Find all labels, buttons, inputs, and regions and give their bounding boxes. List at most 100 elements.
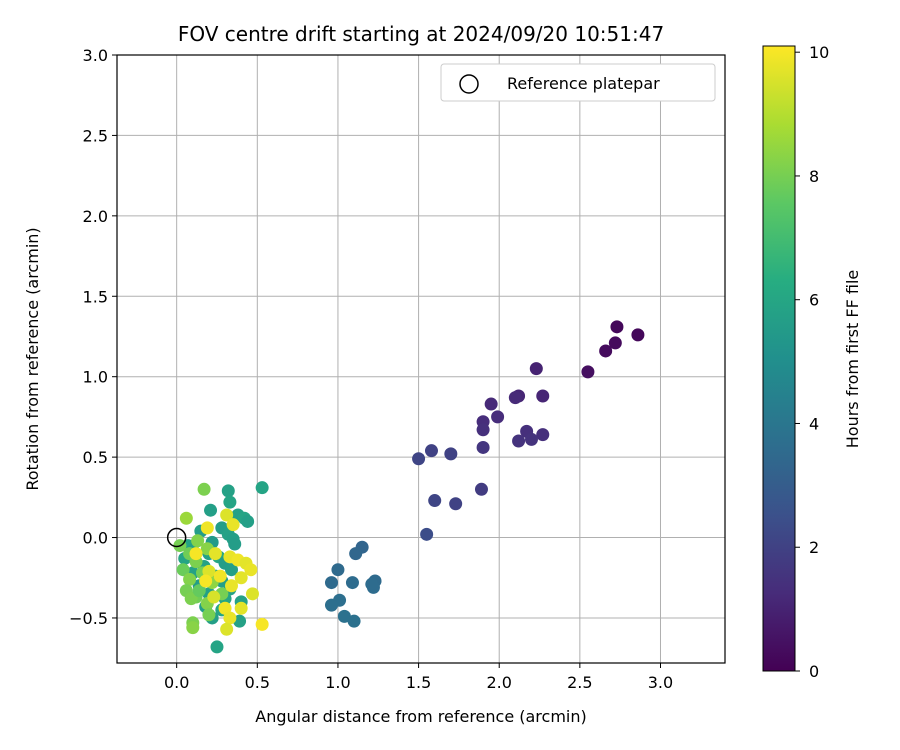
y-tick-label: 2.5	[83, 126, 108, 145]
data-point	[176, 563, 190, 577]
data-points	[173, 320, 645, 654]
data-point	[189, 547, 203, 561]
data-point	[536, 428, 550, 442]
data-point	[347, 614, 361, 628]
data-point	[241, 514, 255, 528]
colorbar-tick-label: 4	[809, 414, 819, 433]
x-tick-label: 1.0	[325, 673, 350, 692]
data-point	[244, 563, 258, 577]
data-point	[245, 587, 259, 601]
colorbar-tick-label: 0	[809, 662, 819, 681]
legend: Reference platepar	[440, 63, 716, 102]
x-tick-label: 0.0	[164, 673, 189, 692]
data-point	[183, 572, 197, 586]
data-point	[444, 447, 458, 461]
data-point	[208, 547, 222, 561]
data-point	[210, 640, 224, 654]
data-point	[207, 590, 221, 604]
data-point	[366, 580, 380, 594]
x-tick-label: 2.0	[486, 673, 511, 692]
y-tick-label: 0.5	[83, 448, 108, 467]
data-point	[225, 563, 239, 577]
data-point	[324, 576, 338, 590]
data-point	[529, 362, 543, 376]
y-axis-label: Rotation from reference (arcmin)	[23, 227, 42, 490]
colorbar-tick-label: 2	[809, 538, 819, 557]
data-point	[474, 482, 488, 496]
data-point	[218, 601, 232, 615]
colorbar-tick-label: 10	[809, 43, 829, 62]
colorbar-tick-label: 8	[809, 167, 819, 186]
data-point	[226, 518, 240, 532]
data-point	[223, 495, 237, 509]
data-point	[197, 482, 211, 496]
data-point	[512, 434, 526, 448]
data-point	[599, 344, 613, 358]
data-point	[221, 484, 235, 498]
data-point	[484, 397, 498, 411]
data-point	[255, 481, 269, 495]
x-axis-ticks: 0.0 0.5 1.0 1.5 2.0 2.5 3.0	[164, 663, 673, 692]
data-point	[337, 609, 351, 623]
data-point	[202, 608, 216, 622]
y-axis-ticks: −0.5 0.0 0.5 1.0 1.5 2.0 2.5 3.0	[69, 46, 117, 628]
data-point	[179, 511, 193, 525]
data-point	[476, 423, 490, 437]
colorbar	[762, 45, 796, 672]
data-point	[199, 574, 213, 588]
data-point	[255, 617, 269, 631]
data-point	[412, 452, 426, 466]
x-tick-label: 1.5	[406, 673, 431, 692]
data-point	[186, 621, 200, 635]
y-tick-label: 2.0	[83, 207, 108, 226]
y-tick-label: 1.5	[83, 287, 108, 306]
y-tick-label: 1.0	[83, 368, 108, 387]
data-point	[608, 336, 622, 350]
legend-marker	[459, 74, 479, 94]
legend-label: Reference platepar	[507, 74, 660, 93]
data-point	[234, 601, 248, 615]
data-point	[536, 389, 550, 403]
data-point	[508, 391, 522, 405]
colorbar-tick-label: 6	[809, 291, 819, 310]
data-point	[331, 563, 345, 577]
y-tick-label: 0.0	[83, 529, 108, 548]
data-point	[324, 598, 338, 612]
data-point	[449, 497, 463, 511]
data-point	[420, 527, 434, 541]
data-point	[610, 320, 624, 334]
data-point	[228, 537, 242, 551]
data-point	[428, 494, 442, 508]
data-point	[191, 534, 205, 548]
data-point	[524, 432, 538, 446]
legend-box	[440, 63, 716, 102]
data-point	[204, 503, 218, 517]
data-point	[476, 440, 490, 454]
data-point	[200, 521, 214, 535]
data-point	[192, 584, 206, 598]
data-point	[225, 579, 239, 593]
data-point	[345, 576, 359, 590]
colorbar-ticks: 0 2 4 6 8 10	[795, 43, 829, 681]
data-point	[220, 622, 234, 636]
data-point	[184, 592, 198, 606]
x-tick-label: 3.0	[648, 673, 673, 692]
data-point	[631, 328, 645, 342]
data-point	[491, 410, 505, 424]
data-point	[581, 365, 595, 379]
y-tick-label: −0.5	[69, 609, 108, 628]
colorbar-label: Hours from first FF file	[843, 270, 862, 449]
data-point	[234, 571, 248, 585]
data-point	[223, 611, 237, 625]
x-tick-label: 2.5	[567, 673, 592, 692]
y-tick-label: 3.0	[83, 46, 108, 65]
data-point	[213, 569, 227, 583]
reference-platepar-marker	[166, 527, 187, 548]
plot-frame	[116, 54, 726, 664]
data-point	[220, 508, 234, 522]
x-axis-label: Angular distance from reference (arcmin)	[255, 707, 586, 726]
x-tick-label: 0.5	[245, 673, 270, 692]
data-point	[424, 444, 438, 458]
